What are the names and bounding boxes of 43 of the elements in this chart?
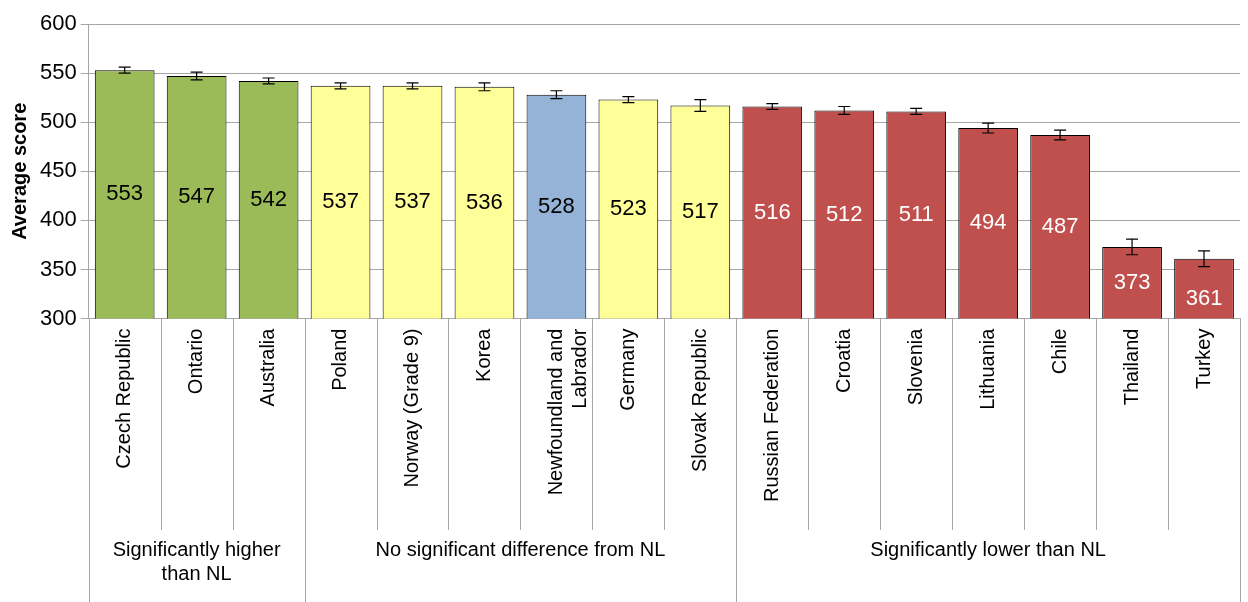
data-label: 487 — [1041, 212, 1079, 238]
x-tick-label: Lithuania — [975, 327, 998, 410]
data-label: 537 — [394, 188, 431, 214]
x-tick-label: Slovak Republic — [687, 328, 710, 472]
data-label: 536 — [466, 188, 503, 214]
y-tick-label: 450 — [39, 157, 77, 183]
x-tick-label: Chile — [1047, 328, 1070, 375]
text: Significantly higher than NL — [112, 537, 281, 584]
y-tick-label: 300 — [39, 304, 77, 330]
y-tick-label: 400 — [39, 206, 77, 232]
data-label: 373 — [1113, 268, 1151, 294]
data-label: 517 — [681, 198, 719, 224]
x-tick-label: Australia — [256, 327, 279, 407]
x-tick-label: Russian Federation — [759, 328, 782, 503]
x-tick-label: Ontario — [184, 328, 207, 395]
y-tick-label: 500 — [39, 108, 77, 134]
y-tick-label: 600 — [39, 10, 77, 36]
data-label: 512 — [825, 200, 863, 226]
data-label: 547 — [178, 183, 215, 209]
data-label: 528 — [538, 192, 575, 218]
y-tick-label: 550 — [39, 59, 77, 85]
x-tick-label: Turkey — [1191, 328, 1214, 389]
data-label: 537 — [322, 188, 359, 214]
data-label: 542 — [250, 185, 287, 211]
data-label: 361 — [1185, 284, 1223, 310]
x-tick-label: Croatia — [831, 327, 854, 394]
x-tick-label: Norway (Grade 9) — [400, 328, 423, 488]
x-tick-label: Korea — [471, 327, 494, 382]
data-label: 523 — [610, 195, 647, 221]
x-tick-label: Germany — [615, 328, 638, 411]
x-tick-label: Thailand — [1119, 328, 1142, 406]
x-tick-label: Newfoundland and Labrador — [543, 328, 590, 496]
y-tick-label: 350 — [39, 255, 77, 281]
data-label: 516 — [753, 198, 791, 224]
text: No significant difference from NL — [375, 537, 666, 560]
text: Significantly lower than NL — [870, 537, 1106, 560]
x-tick-label: Slovenia — [903, 327, 926, 406]
data-label: 553 — [106, 180, 144, 206]
x-tick-label: Poland — [328, 328, 351, 391]
y-axis-title: Average score — [7, 102, 30, 240]
x-tick-label: Czech Republic — [112, 328, 135, 469]
data-label: 511 — [898, 201, 934, 227]
data-label: 494 — [969, 209, 1007, 235]
